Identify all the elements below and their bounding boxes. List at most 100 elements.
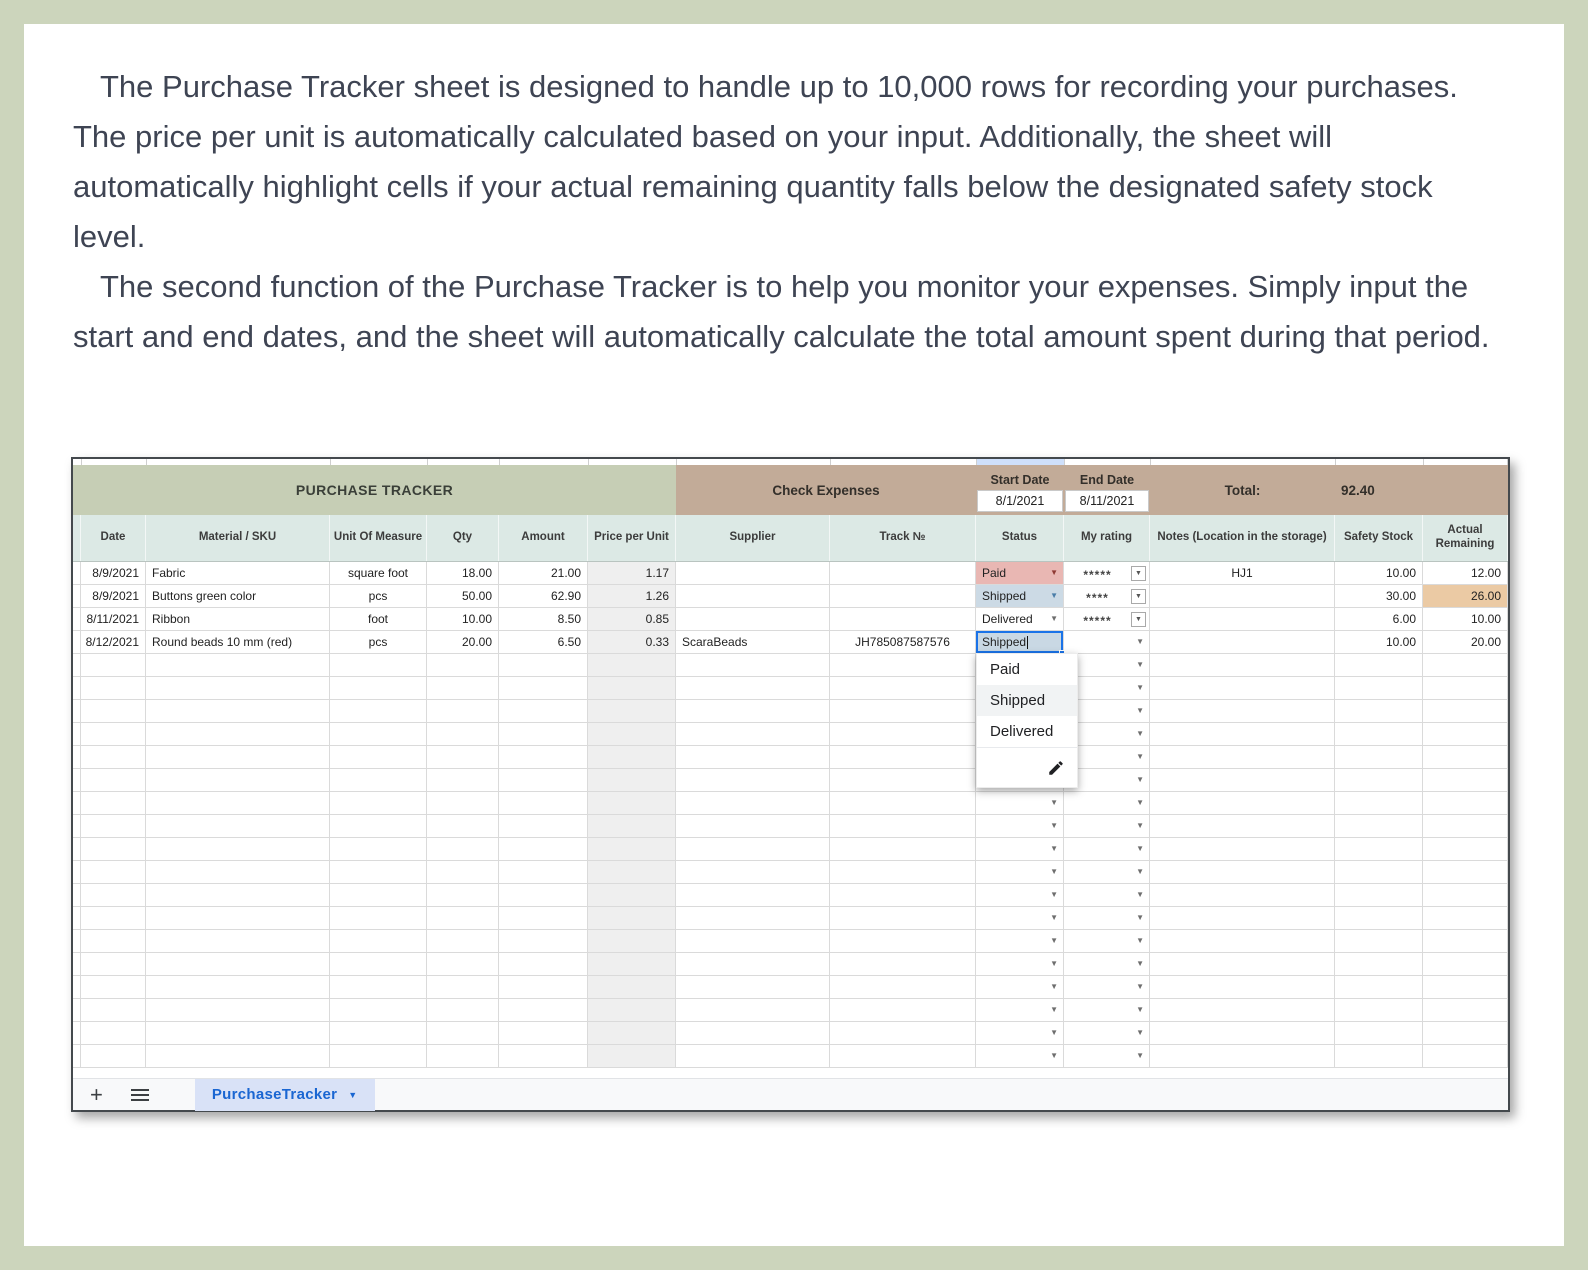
cell-unit-of-measure[interactable]: pcs <box>330 585 427 608</box>
cell-track-no[interactable] <box>830 700 976 723</box>
cell-amount[interactable] <box>499 746 588 769</box>
cell-qty[interactable] <box>427 700 499 723</box>
cell-safety-stock[interactable] <box>1335 700 1423 723</box>
cell-safety-stock[interactable] <box>1335 976 1423 999</box>
cell-notes[interactable] <box>1150 654 1335 677</box>
cell-notes[interactable] <box>1150 700 1335 723</box>
cell-my-rating[interactable]: ▼ <box>1064 746 1150 769</box>
cell-unit-of-measure[interactable] <box>330 723 427 746</box>
cell-qty[interactable] <box>427 815 499 838</box>
chevron-down-icon[interactable]: ▼ <box>1050 844 1058 853</box>
start-date-input[interactable]: 8/1/2021 <box>977 490 1063 512</box>
cell-track-no[interactable] <box>830 608 976 631</box>
chevron-down-icon[interactable]: ▼ <box>1050 1051 1058 1060</box>
chevron-down-icon[interactable]: ▼ <box>1136 982 1144 991</box>
cell-material-sku[interactable] <box>146 677 330 700</box>
chevron-down-icon[interactable]: ▼ <box>1050 959 1058 968</box>
chevron-down-icon[interactable]: ▼ <box>1050 982 1058 991</box>
cell-price-per-unit[interactable] <box>588 700 676 723</box>
cell-date[interactable] <box>81 1045 146 1068</box>
cell-date[interactable] <box>81 723 146 746</box>
cell-row-stub[interactable] <box>73 999 81 1022</box>
cell-material-sku[interactable] <box>146 838 330 861</box>
cell-supplier[interactable] <box>676 953 830 976</box>
cell-amount[interactable]: 8.50 <box>499 608 588 631</box>
cell-track-no[interactable] <box>830 723 976 746</box>
cell-unit-of-measure[interactable] <box>330 769 427 792</box>
cell-material-sku[interactable] <box>146 654 330 677</box>
cell-unit-of-measure[interactable] <box>330 838 427 861</box>
cell-my-rating[interactable]: **** ▼ <box>1064 585 1150 608</box>
cell-unit-of-measure[interactable]: pcs <box>330 631 427 654</box>
cell-row-stub[interactable] <box>73 585 81 608</box>
cell-row-stub[interactable] <box>73 677 81 700</box>
cell-actual-remaining[interactable] <box>1423 953 1508 976</box>
cell-supplier[interactable] <box>676 723 830 746</box>
cell-price-per-unit[interactable] <box>588 999 676 1022</box>
cell-actual-remaining[interactable] <box>1423 654 1508 677</box>
cell-supplier[interactable] <box>676 562 830 585</box>
cell-qty[interactable] <box>427 976 499 999</box>
cell-price-per-unit[interactable] <box>588 930 676 953</box>
chevron-down-icon[interactable]: ▼ <box>1136 729 1144 738</box>
cell-row-stub[interactable] <box>73 792 81 815</box>
cell-status[interactable]: Shipped ▼ <box>976 585 1064 608</box>
cell-price-per-unit[interactable] <box>588 815 676 838</box>
cell-my-rating[interactable]: ▼ <box>1064 976 1150 999</box>
cell-notes[interactable] <box>1150 838 1335 861</box>
cell-material-sku[interactable]: Round beads 10 mm (red) <box>146 631 330 654</box>
cell-price-per-unit[interactable] <box>588 861 676 884</box>
cell-amount[interactable]: 21.00 <box>499 562 588 585</box>
cell-track-no[interactable] <box>830 792 976 815</box>
cell-date[interactable] <box>81 861 146 884</box>
cell-row-stub[interactable] <box>73 884 81 907</box>
cell-price-per-unit[interactable] <box>588 723 676 746</box>
chevron-down-icon[interactable]: ▼ <box>1136 1005 1144 1014</box>
cell-price-per-unit[interactable] <box>588 838 676 861</box>
cell-actual-remaining[interactable] <box>1423 815 1508 838</box>
cell-supplier[interactable] <box>676 677 830 700</box>
cell-supplier[interactable] <box>676 769 830 792</box>
cell-notes[interactable] <box>1150 1045 1335 1068</box>
cell-my-rating[interactable]: ▼ <box>1064 838 1150 861</box>
chevron-down-icon[interactable]: ▼ <box>1136 844 1144 853</box>
cell-date[interactable] <box>81 746 146 769</box>
cell-track-no[interactable] <box>830 861 976 884</box>
cell-qty[interactable] <box>427 999 499 1022</box>
cell-safety-stock[interactable] <box>1335 654 1423 677</box>
cell-actual-remaining[interactable]: 20.00 <box>1423 631 1508 654</box>
cell-qty[interactable] <box>427 723 499 746</box>
cell-supplier[interactable] <box>676 884 830 907</box>
cell-unit-of-measure[interactable] <box>330 999 427 1022</box>
cell-amount[interactable] <box>499 884 588 907</box>
cell-row-stub[interactable] <box>73 723 81 746</box>
column-header-qty[interactable]: Qty <box>427 515 499 561</box>
cell-actual-remaining[interactable] <box>1423 930 1508 953</box>
cell-material-sku[interactable] <box>146 953 330 976</box>
cell-amount[interactable] <box>499 976 588 999</box>
cell-my-rating[interactable]: ▼ <box>1064 907 1150 930</box>
cell-amount[interactable] <box>499 654 588 677</box>
cell-status[interactable]: ▼ <box>976 792 1064 815</box>
cell-row-stub[interactable] <box>73 976 81 999</box>
cell-material-sku[interactable]: Ribbon <box>146 608 330 631</box>
cell-qty[interactable] <box>427 769 499 792</box>
chevron-down-icon[interactable]: ▼ <box>1136 660 1144 669</box>
cell-status[interactable]: ▼ <box>976 976 1064 999</box>
cell-qty[interactable]: 50.00 <box>427 585 499 608</box>
cell-status[interactable]: ▼ <box>976 907 1064 930</box>
cell-actual-remaining[interactable] <box>1423 838 1508 861</box>
cell-unit-of-measure[interactable] <box>330 861 427 884</box>
pencil-icon[interactable] <box>1047 759 1065 777</box>
cell-notes[interactable] <box>1150 608 1335 631</box>
cell-my-rating[interactable]: ▼ <box>1064 792 1150 815</box>
cell-track-no[interactable] <box>830 585 976 608</box>
cell-supplier[interactable] <box>676 907 830 930</box>
chevron-down-icon[interactable]: ▼ <box>1136 936 1144 945</box>
cell-row-stub[interactable] <box>73 953 81 976</box>
cell-material-sku[interactable] <box>146 700 330 723</box>
chevron-down-icon[interactable]: ▼ <box>1050 913 1058 922</box>
cell-actual-remaining[interactable]: 26.00 <box>1423 585 1508 608</box>
cell-safety-stock[interactable]: 30.00 <box>1335 585 1423 608</box>
cell-actual-remaining[interactable] <box>1423 884 1508 907</box>
